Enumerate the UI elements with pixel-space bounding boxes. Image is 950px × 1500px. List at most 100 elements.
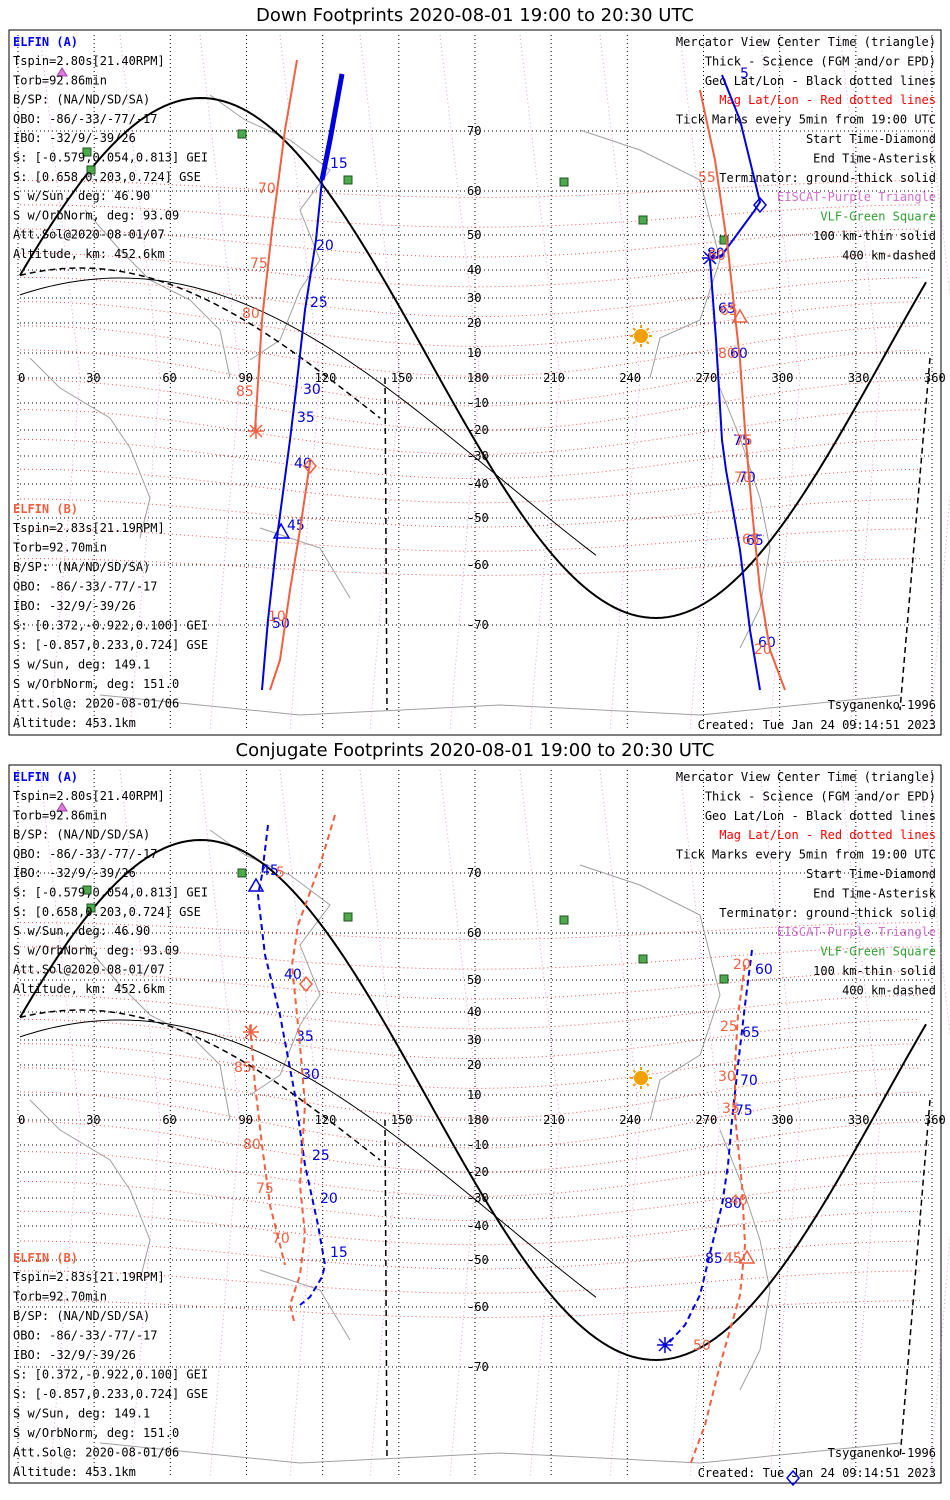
legend-item: Mag Lat/Lon - Red dotted lines [719,828,936,842]
elfin-b-info-line: IBO: -32/9/-39/26 [13,599,136,613]
mag-lon-line [439,34,481,731]
legend-item: Start Time-Diamond [806,867,936,881]
created-label: Created: Tue Jan 24 09:14:51 2023 [698,1466,936,1480]
lon-tick-label: 240 [619,1113,641,1127]
elfin-b-tick-label: 75 [735,433,753,449]
elfin-a-tick-label: 30 [302,1067,320,1083]
mag-lat-line [19,301,921,347]
sun-ray [645,1069,650,1074]
elfin-b-info-line: Att.Sol@: 2020-08-01/06 [13,1446,179,1460]
elfin-a-tick-label-east: 75 [735,1103,753,1119]
lon-tick-label: 330 [848,1113,870,1127]
mag-lat-line [19,1180,921,1222]
elfin-b-end-asterisk [248,423,264,439]
mag-lon-line [359,769,401,1479]
coastline [579,864,721,1121]
lon-tick-label: 180 [467,1113,489,1127]
panel-title-down: Down Footprints 2020-08-01 19:00 to 20:3… [256,5,694,26]
elfin-b-tick-label: 70 [734,470,752,486]
elfin-b-info-line: S w/OrbNorm, deg: 151.0 [13,677,179,691]
legend-item: Start Time-Diamond [806,132,936,146]
lon-tick-label: 30 [86,371,100,385]
coastline [719,387,771,649]
terminator-100km [19,1019,597,1298]
coastline [99,694,901,716]
elfin-a-info-line: S: [0.658,0.203,0.724] GSE [13,170,201,184]
elfin-a-track-east [708,74,762,691]
eiscat-purple-triangle [56,67,68,77]
legend-item: End Time-Asterisk [813,151,937,165]
lon-tick-label: 0 [18,1113,25,1127]
elfin-b-info-line: S: [0.372,-0.922,0.100] GEI [13,1368,208,1382]
lat-tick-label: 70 [467,124,481,138]
mag-lat-line [19,438,921,480]
elfin-a-science-segment [319,73,345,181]
elfin-a-tick-label: 15 [330,156,348,172]
sun-icon [634,1071,648,1085]
elfin-a-info-line: Att.Sol@2020-08-01/07 [13,228,165,242]
lat-tick-label: 60 [467,926,481,940]
elfin-b-conj-track-mid [249,1024,286,1266]
lat-tick-label: 30 [467,1033,481,1047]
elfin-b-conj-track [288,814,336,1326]
lon-tick-label: 300 [772,371,794,385]
coastline [259,527,351,599]
elfin-b-tick-label: 70 [258,181,276,197]
terminator-400km [899,357,931,711]
vlf-green-square [638,215,648,225]
elfin-a-tick-label: 40 [294,456,312,472]
mag-lon-line [199,769,241,1479]
elfin-a-tick-label-east: 85 [705,1251,723,1267]
mag-lon-line [839,769,881,1479]
elfin-a-end-asterisk [702,250,718,266]
elfin-b-tick-label: 10 [268,609,286,625]
elfin-a-info-line: B/SP: (NA/ND/SD/SA) [13,93,150,107]
panel-title-conjugate: Conjugate Footprints 2020-08-01 19:00 to… [235,740,715,761]
lat-tick-label: -10 [467,396,489,410]
lon-tick-label: 0 [18,371,25,385]
elfin-b-info-line: OBO: -86/-33/-77/-17 [13,580,158,594]
elfin-b-track-east [699,89,786,691]
coastline [29,357,151,539]
sun-ray [632,1069,637,1074]
elfin-a-start-diamond [753,196,767,214]
legend-item: End Time-Asterisk [813,886,937,900]
mag-lon-line [279,769,321,1479]
elfin-b-start-diamond [303,457,317,475]
mag-lon-line [39,34,81,731]
elfin-b-tick-label: 70 [272,1231,290,1247]
lat-tick-label: 40 [467,263,481,277]
elfin-a-tick-label-east: 80 [724,1196,742,1212]
elfin-b-info-line: Altitude: 453.1km [13,1465,136,1479]
elfin-b-tick-label: 80 [242,306,260,322]
elfin-b-tick-label: 65 [742,532,760,548]
elfin-b-tick-label-east: 45 [724,1251,742,1267]
legend-item: Geo Lat/Lon - Black dotted lines [705,74,936,88]
elfin-a-tick-label: 80 [707,246,725,262]
legend-item: Tick Marks every 5min from 19:00 UTC [676,848,936,862]
sun-ray [632,327,637,332]
elfin-a-info-line: S w/Sun, deg: 46.90 [13,924,150,938]
vlf-green-square [343,175,353,185]
coastline [29,1099,151,1281]
elfin-a-tick-label-east: 70 [738,470,756,486]
sun-ray [645,340,650,345]
vlf-green-square [719,235,729,245]
elfin-b-tick-label-east: 35 [722,1101,740,1117]
elfin-b-info-line: OBO: -86/-33/-77/-17 [13,1329,158,1343]
elfin-a-info-line: S w/Sun, deg: 46.90 [13,189,150,203]
lat-tick-label: 20 [467,316,481,330]
lon-tick-label: 360 [924,371,946,385]
elfin-b-tick-label: 60 [708,248,726,264]
elfin-b-info-line: Att.Sol@: 2020-08-01/06 [13,697,179,711]
elfin-a-tick-label: 45 [261,863,279,879]
mag-lon-line [679,34,721,731]
elfin-b-track [269,461,311,691]
coastline [719,1129,771,1391]
mag-lat-line [19,1043,921,1089]
vlf-green-square [237,868,247,878]
legend-item: VLF-Green Square [820,210,936,224]
coastline [84,209,231,379]
legend-item: Geo Lat/Lon - Black dotted lines [705,809,936,823]
lon-tick-label: 360 [924,1113,946,1127]
